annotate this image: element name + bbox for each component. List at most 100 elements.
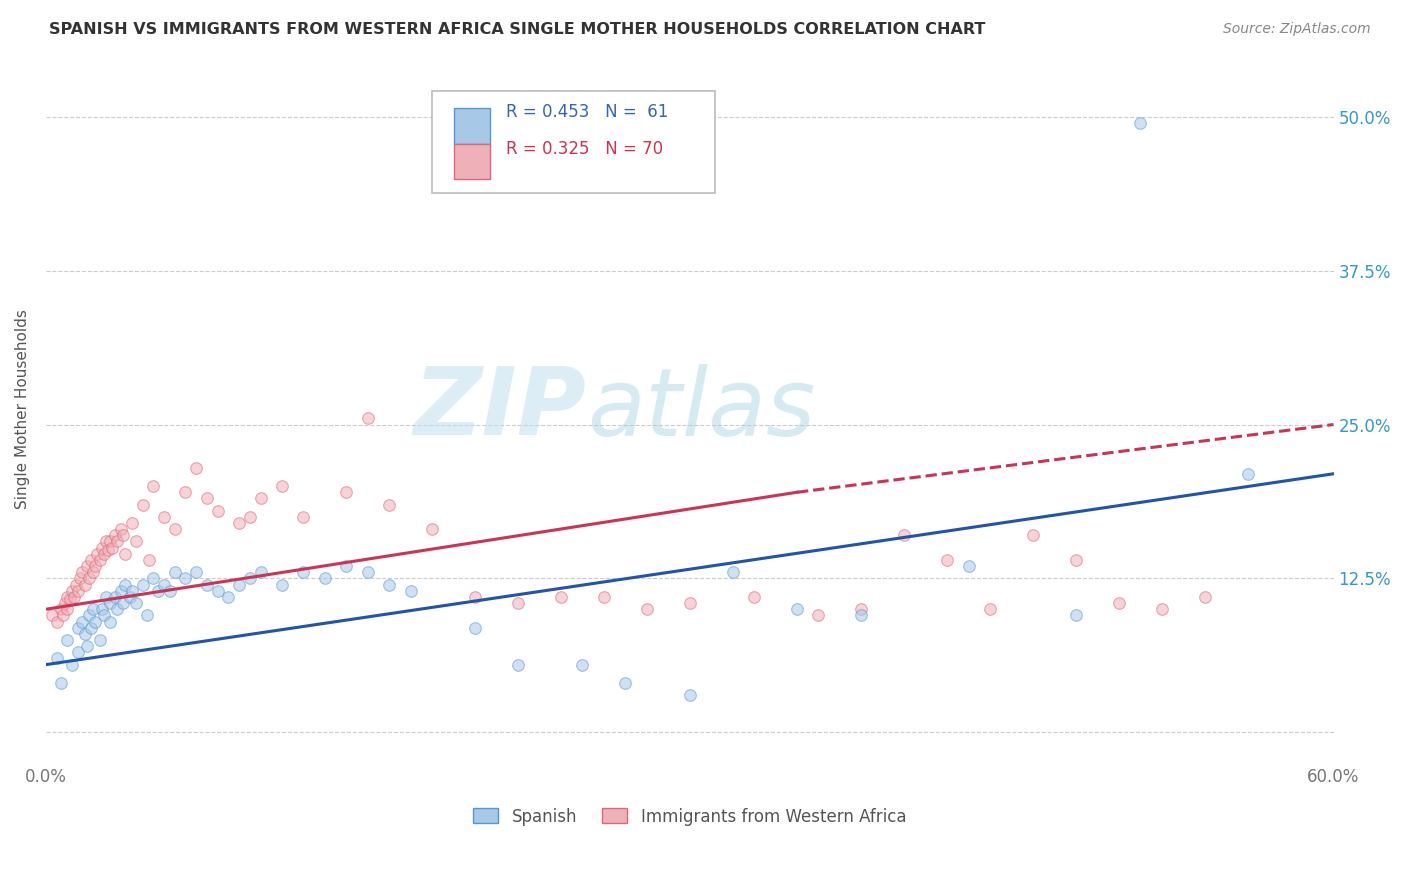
Point <box>56 602 79 616</box>
Point <box>77 608 100 623</box>
Point <box>84 615 107 629</box>
Text: Source: ZipAtlas.com: Source: ZipAtlas.com <box>1223 22 1371 37</box>
Point <box>239 571 262 585</box>
Point <box>110 522 132 536</box>
Point <box>335 485 357 500</box>
Point <box>614 676 637 690</box>
Point <box>249 491 271 506</box>
Point <box>138 553 160 567</box>
Point <box>49 602 72 616</box>
Text: R = 0.325   N = 70: R = 0.325 N = 70 <box>506 140 662 158</box>
Point <box>56 590 79 604</box>
Point <box>249 566 271 580</box>
Point <box>98 615 121 629</box>
Point <box>80 621 103 635</box>
Point <box>114 547 136 561</box>
Point <box>73 577 96 591</box>
Point <box>378 498 401 512</box>
Point <box>63 590 86 604</box>
Point <box>60 583 83 598</box>
Point <box>571 657 593 672</box>
Point <box>121 583 143 598</box>
Point <box>118 590 141 604</box>
Point <box>97 543 120 558</box>
Point <box>239 509 262 524</box>
Point <box>163 522 186 536</box>
Point <box>49 676 72 690</box>
Point <box>90 602 112 616</box>
Point <box>207 583 229 598</box>
Point <box>125 596 148 610</box>
Point <box>163 566 186 580</box>
Point <box>67 645 90 659</box>
Point <box>679 689 702 703</box>
Point <box>786 602 808 616</box>
Point <box>721 566 744 580</box>
Legend: Spanish, Immigrants from Western Africa: Spanish, Immigrants from Western Africa <box>474 807 905 826</box>
Point <box>1194 590 1216 604</box>
Point <box>420 522 443 536</box>
Point <box>1129 116 1152 130</box>
Point <box>142 571 165 585</box>
Point <box>979 602 1001 616</box>
Point <box>60 657 83 672</box>
Point <box>93 608 115 623</box>
Point <box>72 566 94 580</box>
Point <box>53 596 76 610</box>
Point <box>217 590 239 604</box>
Point <box>89 553 111 567</box>
Point <box>105 602 128 616</box>
Point <box>593 590 616 604</box>
Point <box>86 547 108 561</box>
Point <box>292 566 315 580</box>
Point <box>399 583 422 598</box>
Point <box>146 583 169 598</box>
Point <box>186 566 208 580</box>
Point <box>72 615 94 629</box>
Point <box>69 571 91 585</box>
Point <box>77 571 100 585</box>
Point <box>142 479 165 493</box>
Point <box>159 583 181 598</box>
Point <box>45 651 67 665</box>
Point <box>153 509 176 524</box>
Y-axis label: Single Mother Households: Single Mother Households <box>15 310 30 509</box>
Point <box>76 639 98 653</box>
Point <box>636 602 658 616</box>
Point <box>378 577 401 591</box>
Point <box>153 577 176 591</box>
Point <box>73 627 96 641</box>
Point <box>228 516 250 530</box>
Point <box>174 485 197 500</box>
Point <box>80 553 103 567</box>
Point <box>56 632 79 647</box>
Point <box>94 590 117 604</box>
Point <box>94 534 117 549</box>
Point <box>114 577 136 591</box>
Point <box>195 577 218 591</box>
Point <box>186 460 208 475</box>
Point <box>125 534 148 549</box>
Point <box>174 571 197 585</box>
Point <box>1064 553 1087 567</box>
Point <box>131 498 153 512</box>
Point <box>292 509 315 524</box>
FancyBboxPatch shape <box>454 144 491 179</box>
Point <box>195 491 218 506</box>
Point <box>464 621 486 635</box>
Point <box>93 547 115 561</box>
Point <box>335 559 357 574</box>
Point <box>851 608 873 623</box>
Point <box>506 657 529 672</box>
Point <box>893 528 915 542</box>
Point <box>357 411 380 425</box>
Point <box>90 541 112 555</box>
Point <box>506 596 529 610</box>
Point <box>135 608 157 623</box>
Point <box>936 553 959 567</box>
Point <box>98 534 121 549</box>
Point <box>112 528 135 542</box>
Point <box>271 479 294 493</box>
Point <box>67 583 90 598</box>
Point <box>957 559 980 574</box>
